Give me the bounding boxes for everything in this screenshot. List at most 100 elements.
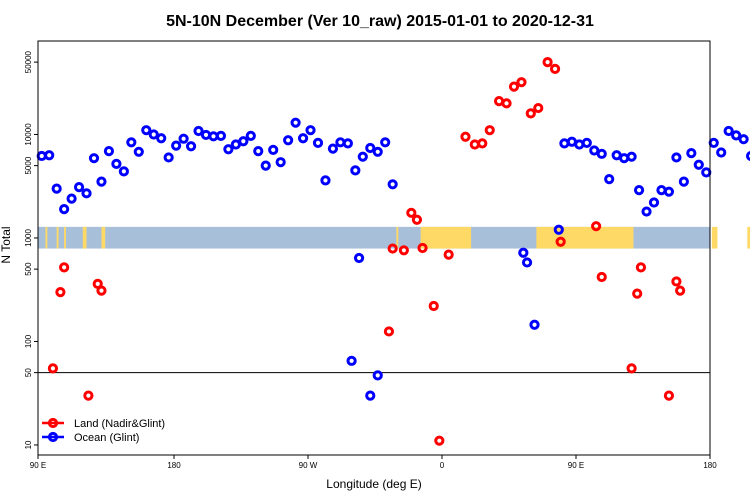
data-point [73, 182, 85, 193]
data-point [88, 153, 100, 164]
data-point [553, 224, 564, 235]
data-point [428, 300, 439, 312]
x-tick-label: 180 [167, 461, 181, 470]
data-point [460, 131, 471, 142]
data-point [434, 435, 445, 446]
data-point [633, 185, 645, 196]
y-tick-label: 1000 [24, 229, 33, 247]
x-tick-label: 90 E [568, 461, 584, 470]
data-point [678, 176, 689, 187]
data-point [533, 102, 544, 114]
y-tick-label: 5000 [24, 156, 33, 174]
data-point [484, 125, 495, 136]
data-point [641, 206, 652, 217]
data-point [626, 151, 637, 162]
data-point [589, 145, 600, 156]
data-point [320, 175, 331, 186]
data-point [406, 207, 417, 218]
data-point [591, 221, 602, 232]
data-point [701, 167, 712, 178]
data-point [525, 108, 536, 119]
data-point [738, 134, 749, 145]
data-point [477, 138, 488, 149]
x-tick-label: 90 W [299, 461, 318, 470]
land-band-segment [420, 226, 472, 249]
data-point [305, 125, 316, 136]
data-point [193, 125, 204, 137]
series-ocean [36, 117, 750, 401]
data-point [443, 249, 454, 260]
data-point [596, 271, 607, 283]
data-point [731, 130, 742, 141]
data-point [148, 129, 159, 140]
data-points [36, 57, 750, 446]
data-point [542, 57, 553, 68]
data-point [283, 135, 294, 146]
data-point [372, 146, 383, 157]
data-point [745, 150, 750, 161]
x-tick-label: 180 [703, 461, 717, 470]
y-tick-label: 50000 [24, 50, 33, 73]
data-point [141, 125, 152, 136]
land-band-segment [45, 226, 48, 249]
y-tick-label: 10000 [24, 123, 33, 146]
land-band-segment [64, 226, 66, 249]
data-point [47, 363, 59, 374]
data-point [521, 257, 533, 268]
land-band-segment [56, 226, 59, 249]
data-point [708, 137, 719, 148]
data-point [501, 98, 512, 109]
data-point [342, 138, 353, 149]
data-point [411, 214, 423, 225]
data-point [671, 152, 682, 163]
data-point [663, 186, 675, 197]
data-point [663, 390, 675, 401]
land-band-segment [82, 226, 87, 249]
data-point [417, 242, 428, 254]
y-tick-label: 100 [24, 334, 33, 348]
y-tick-label: 10 [24, 440, 33, 449]
data-point [185, 141, 197, 152]
data-point [516, 77, 527, 88]
data-point [178, 133, 189, 144]
data-point [215, 130, 227, 141]
data-point [596, 148, 607, 159]
data-point [508, 81, 520, 92]
chart-title: 5N-10N December (Ver 10_raw) 2015-01-01 … [166, 13, 594, 30]
data-point [353, 252, 365, 264]
data-point [297, 133, 309, 144]
data-point [549, 63, 561, 75]
x-tick-label: 0 [440, 461, 445, 470]
data-point [96, 176, 107, 187]
y-axis-label: N Total [0, 226, 13, 263]
data-point [632, 288, 643, 299]
y-tick-label: 50 [24, 368, 33, 377]
data-point [555, 236, 566, 247]
data-point [346, 355, 357, 366]
data-point [245, 130, 256, 141]
data-point [260, 160, 271, 171]
data-point [686, 148, 697, 159]
data-point [55, 286, 66, 298]
series-land [47, 57, 686, 446]
data-point [312, 137, 324, 148]
y-axis: 10 50 100 500 1000 5000 10000 50000 [24, 50, 38, 449]
data-point [171, 140, 182, 151]
data-point [675, 285, 686, 296]
data-point [81, 188, 92, 199]
data-point [59, 204, 70, 215]
legend-label: Ocean (Glint) [74, 432, 139, 444]
land-band-segment [101, 226, 106, 249]
land-band-segment [711, 226, 718, 249]
data-point [103, 146, 115, 157]
data-point [223, 144, 234, 155]
data-point [51, 183, 62, 194]
data-point [275, 157, 286, 168]
data-point [66, 193, 77, 204]
data-point [581, 137, 592, 148]
data-point [529, 319, 540, 330]
data-point [357, 151, 368, 162]
data-point [635, 262, 647, 273]
data-point [83, 390, 94, 401]
